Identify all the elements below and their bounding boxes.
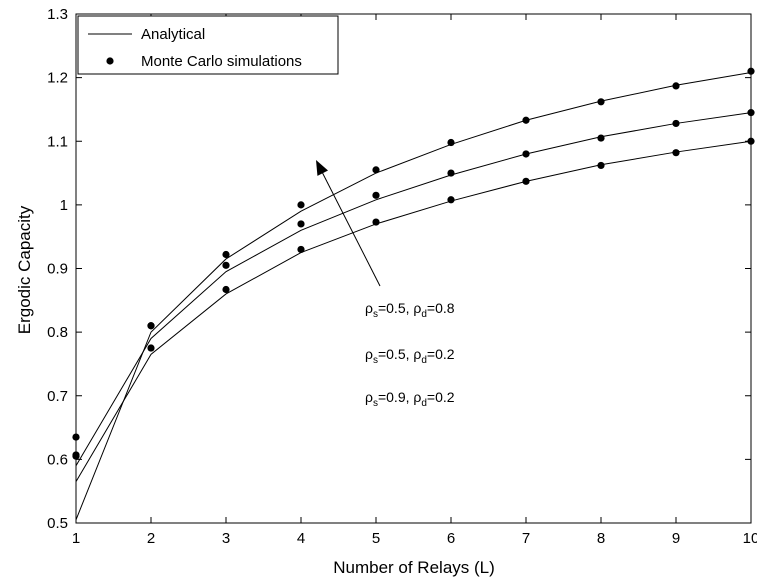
series-label-part: s: [373, 309, 378, 320]
legend-entry-simulation: Monte Carlo simulations: [141, 53, 302, 70]
simulation-point: [597, 134, 605, 142]
simulation-point: [447, 169, 455, 177]
legend-box: [77, 15, 339, 75]
annotation: ρs=0.5, ρd=0.8ρs=0.5, ρd=0.2ρs=0.9, ρd=0…: [316, 160, 455, 409]
analytical-line-2: [75, 112, 752, 466]
y-tick-label: 0.9: [47, 261, 68, 278]
simulation-point: [747, 137, 755, 145]
annotation-arrow-head: [316, 160, 329, 176]
series-points: [72, 67, 755, 460]
simulation-point: [522, 116, 530, 124]
simulation-point: [72, 433, 80, 441]
simulation-point: [522, 150, 530, 158]
simulation-point: [372, 218, 380, 226]
series-label-part: s: [373, 398, 378, 409]
x-tick-label: 1: [72, 530, 80, 547]
y-axis-ticks: 0.5 0.6 0.7 0.8 0.9 1 1.1 1.2 1.3: [47, 6, 751, 532]
y-tick-label: 0.7: [47, 388, 68, 405]
simulation-point: [597, 161, 605, 170]
simulation-point: [672, 149, 680, 157]
simulation-point: [672, 119, 680, 128]
y-tick-label: 0.5: [47, 515, 68, 532]
series-label-part: =0.8: [427, 300, 455, 316]
simulation-point: [372, 191, 380, 199]
series-label-part: ρ: [365, 389, 373, 405]
y-axis-title: Ergodic Capacity: [15, 205, 34, 334]
simulation-point: [297, 245, 305, 254]
simulation-point: [147, 344, 155, 352]
series-label-1: ρs=0.5, ρd=0.8: [365, 300, 455, 320]
x-tick-label: 9: [672, 530, 680, 547]
simulation-point: [672, 82, 680, 90]
series-label-part: d: [421, 398, 427, 409]
y-tick-label: 0.6: [47, 451, 68, 468]
simulation-point: [447, 138, 455, 147]
x-tick-label: 4: [297, 530, 305, 547]
simulation-point: [222, 261, 230, 269]
series-label-3: ρs=0.9, ρd=0.2: [365, 389, 455, 409]
y-tick-label: 1.2: [47, 70, 68, 87]
x-tick-label: 7: [522, 530, 530, 547]
legend-entry-analytical: Analytical: [141, 26, 205, 43]
simulation-point: [222, 285, 230, 294]
x-tick-label: 2: [147, 530, 155, 547]
analytical-line-1: [75, 72, 752, 521]
annotation-arrow-shaft: [318, 165, 381, 287]
series-label-part: =0.2: [427, 346, 455, 362]
x-tick-label: 10: [743, 530, 757, 547]
series-label-part: =0.5,: [378, 346, 413, 362]
series-label-part: =0.2: [427, 389, 455, 405]
simulation-point: [372, 166, 380, 174]
simulation-point: [597, 98, 605, 106]
simulation-point: [747, 67, 755, 75]
x-axis-ticks: 1 2 3 4 5 6 7 8 9 10: [72, 14, 757, 547]
series-label-part: =0.5,: [378, 300, 413, 316]
y-tick-label: 1.3: [47, 6, 68, 23]
y-tick-label: 1: [60, 197, 68, 214]
simulation-point: [297, 201, 305, 209]
series-label-part: d: [421, 309, 427, 320]
series-label-part: =0.9,: [378, 389, 413, 405]
x-tick-label: 5: [372, 530, 380, 547]
x-axis-title: Number of Relays (L): [333, 558, 495, 577]
simulation-point: [297, 220, 305, 228]
series-label-part: ρ: [413, 346, 421, 362]
simulation-point: [147, 322, 155, 330]
series-label-part: ρ: [365, 300, 373, 316]
simulation-point: [747, 109, 755, 117]
series-lines: [75, 72, 752, 521]
simulation-point: [72, 451, 80, 459]
x-tick-label: 8: [597, 530, 605, 547]
y-tick-label: 1.1: [47, 133, 68, 150]
series-label-part: d: [421, 355, 427, 366]
series-label-part: ρ: [365, 346, 373, 362]
simulation-point: [222, 250, 230, 259]
simulation-point: [447, 196, 455, 204]
x-tick-label: 3: [222, 530, 230, 547]
x-tick-label: 6: [447, 530, 455, 547]
series-label-part: ρ: [413, 389, 421, 405]
y-tick-label: 0.8: [47, 324, 68, 341]
series-label-part: s: [373, 355, 378, 366]
legend: Analytical Monte Carlo simulations: [77, 15, 339, 75]
series-label-2: ρs=0.5, ρd=0.2: [365, 346, 455, 366]
legend-marker-swatch: [106, 57, 114, 65]
simulation-point: [522, 177, 530, 185]
series-label-part: ρ: [413, 300, 421, 316]
analytical-line-3: [75, 140, 752, 482]
